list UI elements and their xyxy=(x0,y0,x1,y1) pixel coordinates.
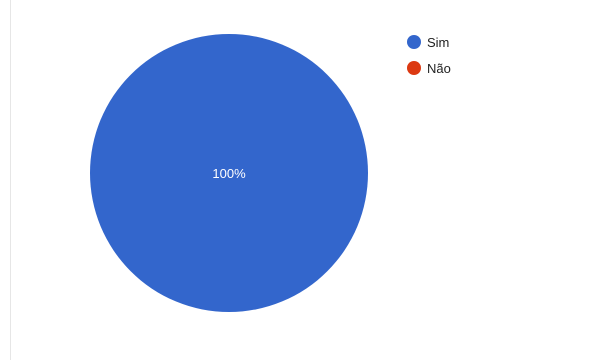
legend-item-sim: Sim xyxy=(407,35,449,50)
pie-slices xyxy=(90,34,368,312)
chart-legend: Sim Não xyxy=(407,35,451,76)
legend-swatch-nao xyxy=(407,61,421,75)
pie-data-labels: 100% xyxy=(212,166,246,181)
legend-label-nao: Não xyxy=(427,61,451,76)
legend-label-sim: Sim xyxy=(427,35,449,50)
data-label-sim: 100% xyxy=(212,166,246,181)
legend-swatch-sim xyxy=(407,35,421,49)
legend-item-nao: Não xyxy=(407,61,451,76)
pie-slice-sim xyxy=(90,34,368,312)
